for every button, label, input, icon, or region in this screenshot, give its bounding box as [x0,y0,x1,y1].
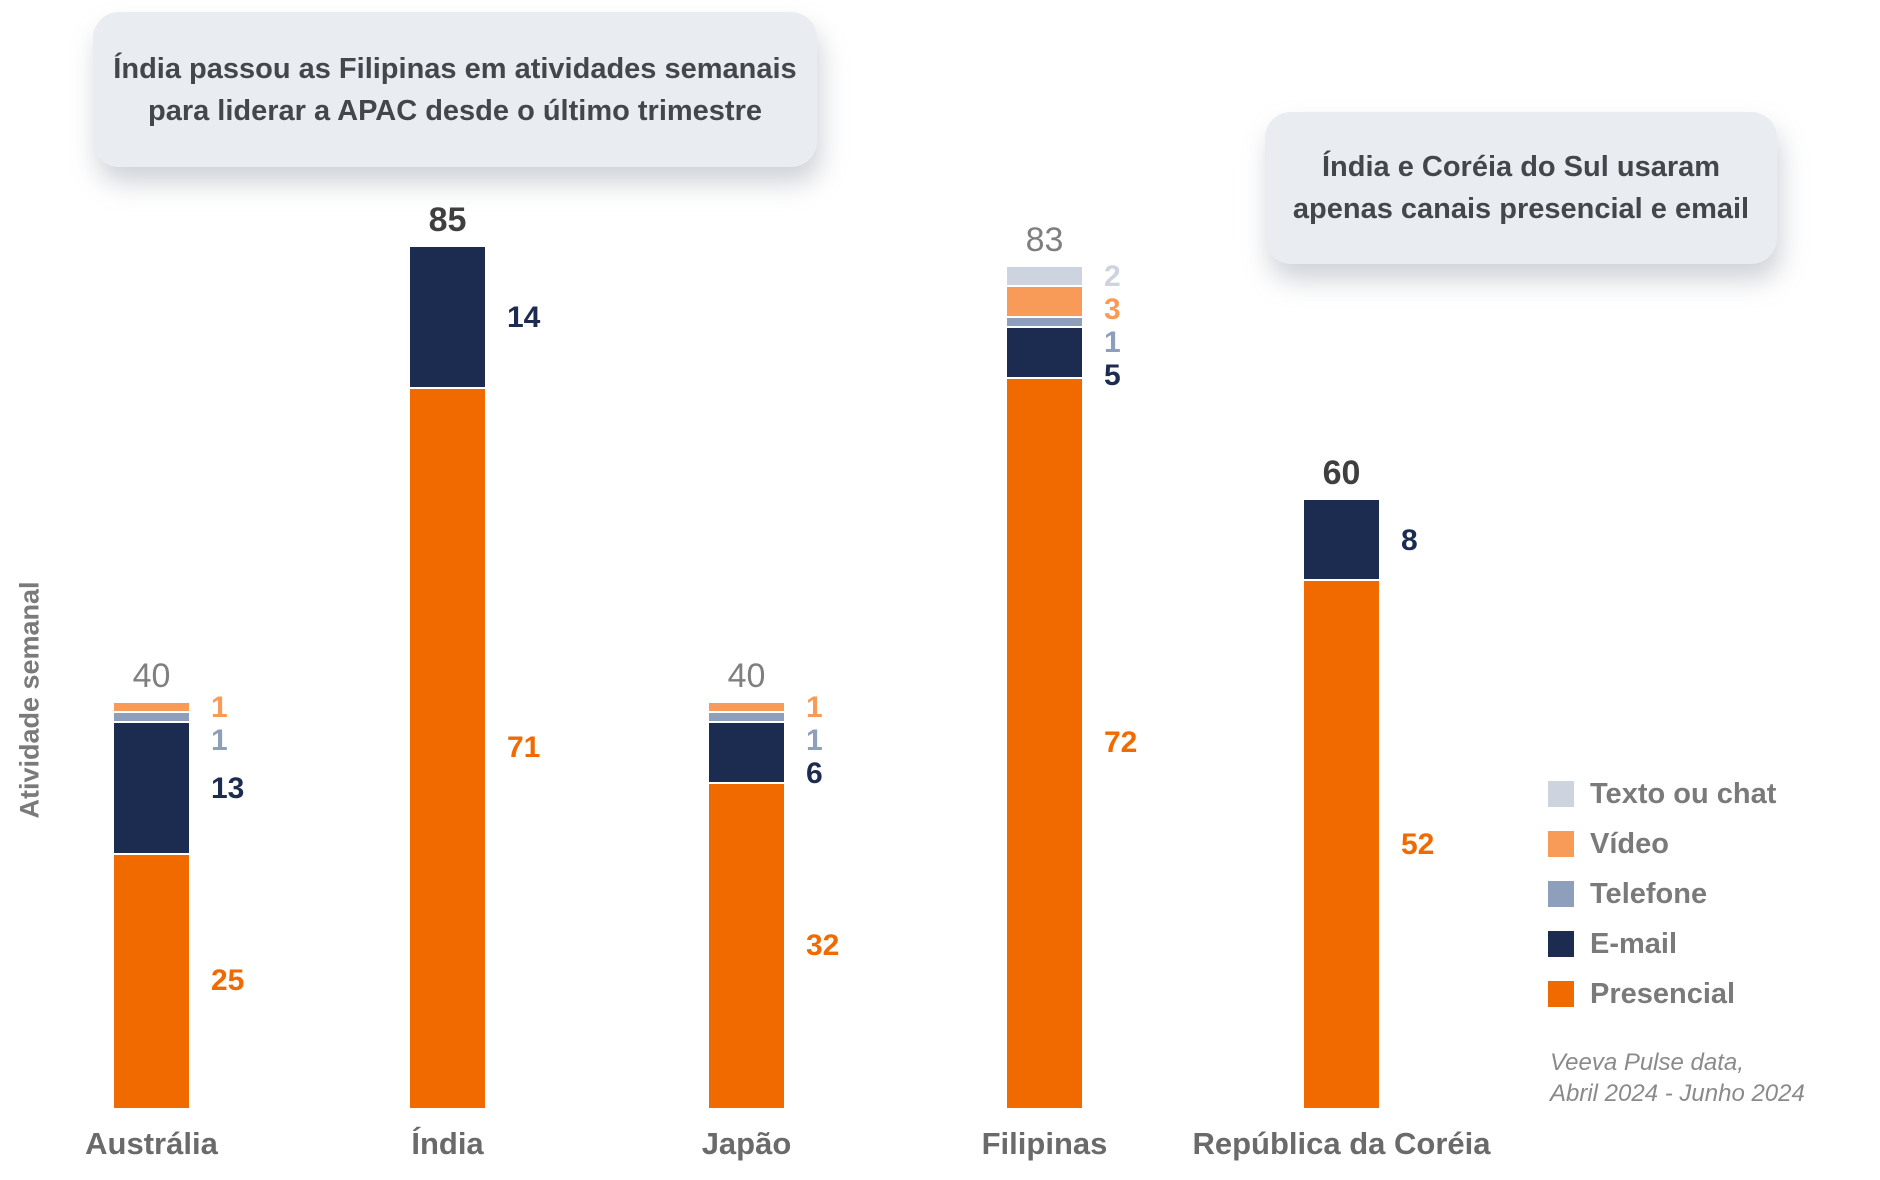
segment-e-mail [114,723,189,855]
value-label-presencial: 72 [1104,726,1138,760]
legend-label-presencial: Presencial [1590,977,1736,1010]
legend-item-telefone: Telefone [1548,878,1776,910]
segment-e-mail [709,723,784,784]
legend-swatch-video [1548,831,1574,857]
legend-label-telefone: Telefone [1590,877,1708,910]
segment-video [114,702,189,713]
segment-presencial [1007,378,1082,1108]
callout-india-korea-channels: Índia e Coréia do Sul usaram apenas cana… [1265,112,1777,264]
category-label-india: Índia [411,1126,484,1161]
bar-republica-da-coreia: 60 8 52 [1304,454,1434,1108]
source-line: Veeva Pulse data, [1550,1049,1744,1076]
value-label-presencial: 32 [806,928,840,962]
bar-japao: 40 1 1 6 32 [709,657,839,1108]
segment-telefone [709,712,784,724]
source-line: Abril 2024 - Junho 2024 [1550,1080,1805,1107]
y-axis-label: Atividade semanal [14,581,45,819]
segment-telefone [114,712,189,724]
callout-line: Índia e Coréia do Sul usaram [1321,151,1721,183]
value-label-texto-ou-chat: 2 [1104,260,1121,294]
segment-telefone [1007,317,1082,328]
legend-item-presencial: Presencial [1548,978,1776,1010]
segment-presencial [410,388,485,1108]
value-label-e-mail: 13 [211,771,245,805]
bar-filipinas: 83 2 3 1 5 72 [1007,221,1137,1108]
legend: Texto ou chat Vídeo Telefone E-mail Presenci… [1548,778,1776,1031]
legend-swatch-presencial [1548,981,1574,1007]
value-label-video: 3 [1104,293,1121,327]
category-label-japao: Japão [701,1126,792,1161]
segment-presencial [114,854,189,1108]
legend-label-e-mail: E-mail [1590,927,1678,960]
legend-label-video: Vídeo [1590,827,1669,860]
category-label-australia: Austrália [85,1126,218,1161]
legend-label-texto-ou-chat: Texto ou chat [1590,777,1777,810]
bar-india: 85 14 71 [410,201,540,1108]
segment-presencial [1304,581,1379,1108]
segment-video [709,702,784,713]
legend-item-texto-ou-chat: Texto ou chat [1548,778,1776,810]
value-label-telefone: 1 [211,723,228,757]
category-label-republica-da-coreia: República da Coréia [1192,1126,1491,1161]
bar-australia: 40 1 1 13 25 [114,657,244,1108]
value-label-e-mail: 14 [507,300,541,334]
total-label-republica-da-coreia: 60 [1322,454,1361,493]
callout-india-leads-apac: Índia passou as Filipinas em atividades … [93,12,817,167]
category-label-filipinas: Filipinas [981,1126,1108,1161]
source-note: Veeva Pulse data, Abril 2024 - Junho 202… [1550,1047,1805,1109]
value-label-video: 1 [211,690,228,724]
value-label-presencial: 25 [211,964,245,998]
legend-swatch-texto-ou-chat [1548,781,1574,807]
legend-item-e-mail: E-mail [1548,928,1776,960]
value-label-e-mail: 6 [806,756,823,790]
legend-swatch-e-mail [1548,931,1574,957]
segment-video [1007,287,1082,318]
segment-presencial [709,783,784,1108]
value-label-e-mail: 5 [1104,359,1121,393]
total-label-filipinas: 83 [1025,221,1064,260]
segment-texto-ou-chat [1007,267,1082,288]
segment-e-mail [1007,327,1082,379]
callout-line: Índia passou as Filipinas em atividades … [113,52,797,85]
total-label-india: 85 [428,200,467,239]
value-label-video: 1 [806,690,823,724]
legend-item-video: Vídeo [1548,828,1776,860]
value-label-e-mail: 8 [1401,523,1418,557]
callout-line: apenas canais presencial e email [1292,193,1750,225]
value-label-telefone: 1 [1104,326,1121,360]
total-label-japao: 40 [727,656,766,695]
callout-line: para liderar a APAC desde o último trime… [147,94,762,127]
value-label-presencial: 71 [507,731,541,765]
segment-e-mail [1304,500,1379,582]
value-label-telefone: 1 [806,723,823,757]
total-label-australia: 40 [132,656,171,695]
legend-swatch-telefone [1548,881,1574,907]
value-label-presencial: 52 [1401,827,1435,861]
segment-e-mail [410,246,485,389]
